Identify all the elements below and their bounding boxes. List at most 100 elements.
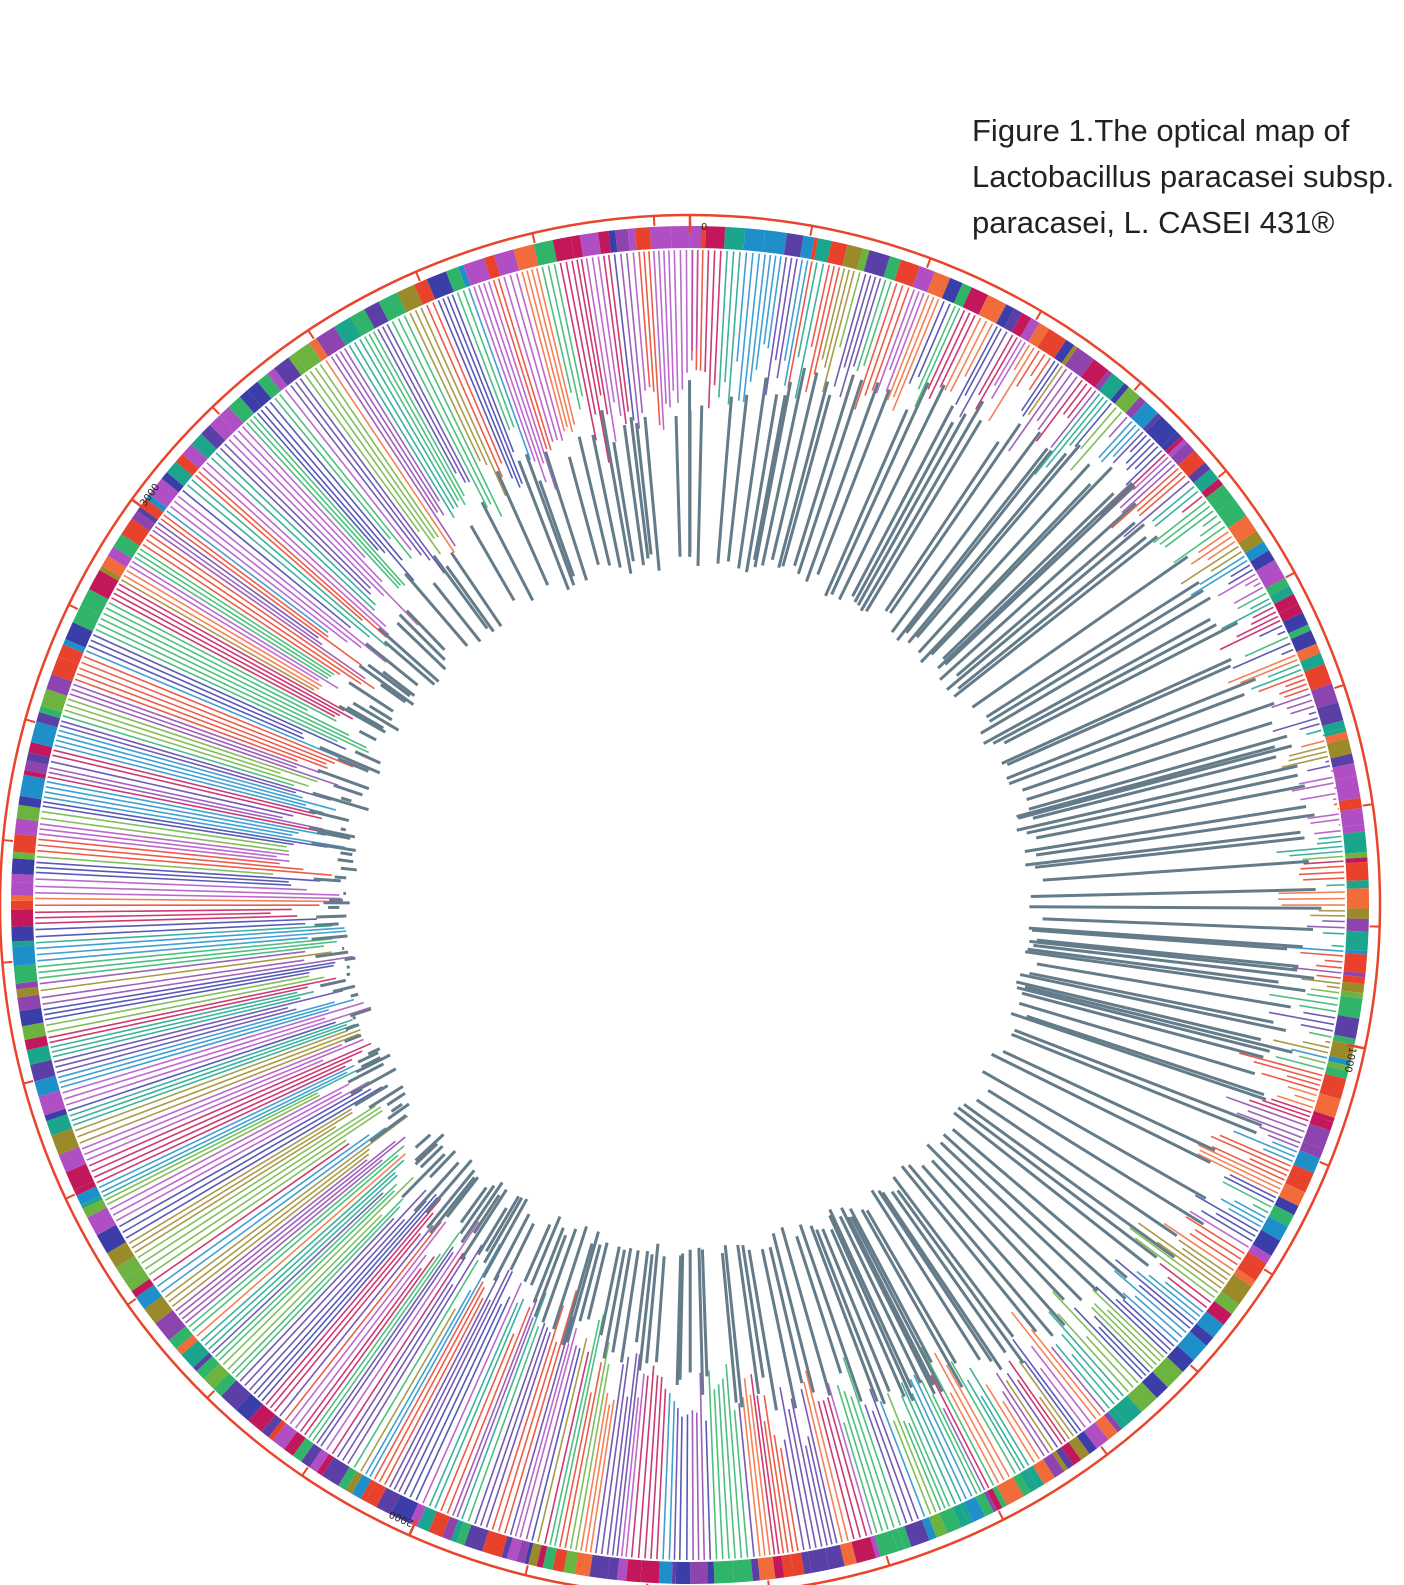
map-fragment	[39, 823, 290, 856]
map-spoke	[337, 757, 369, 773]
map-fragment	[40, 817, 289, 853]
map-spoke	[358, 729, 377, 742]
map-spoke	[890, 1190, 1007, 1354]
scale-minor-tick	[1217, 469, 1227, 478]
map-fragment	[1016, 350, 1040, 387]
map-fragment	[1262, 1148, 1294, 1163]
map-fragment	[988, 347, 1035, 422]
map-spoke	[1024, 985, 1293, 1054]
map-fragment	[797, 262, 818, 358]
map-block	[570, 235, 584, 259]
map-block	[870, 1535, 881, 1558]
map-spoke	[955, 521, 1136, 677]
map-fragment	[928, 312, 971, 400]
map-block	[145, 494, 167, 512]
map-block	[166, 461, 193, 487]
map-block	[364, 301, 389, 329]
map-fragment	[208, 1174, 398, 1350]
map-fragment	[733, 1409, 749, 1558]
map-spoke	[753, 381, 793, 568]
map-fragment	[1221, 602, 1272, 630]
map-spoke	[700, 1249, 709, 1377]
map-fragment	[1220, 1198, 1264, 1223]
map-fragment	[966, 1379, 1022, 1471]
map-fragment	[115, 1080, 370, 1222]
map-fragment	[269, 1212, 434, 1409]
map-fragment	[44, 964, 334, 1016]
map-fragment	[49, 766, 284, 819]
map-fragment	[930, 1375, 990, 1489]
map-fragment	[909, 1378, 967, 1500]
map-spoke	[405, 609, 446, 651]
map-fragment	[602, 255, 627, 425]
map-fragment	[1219, 619, 1281, 651]
map-fragment	[1227, 654, 1296, 684]
map-fragment	[1129, 434, 1148, 453]
map-fragment	[195, 474, 363, 621]
map-block	[1177, 1331, 1207, 1361]
map-fragment	[290, 385, 422, 556]
map-block	[182, 444, 208, 469]
map-block	[301, 1443, 322, 1468]
map-fragment	[67, 1021, 336, 1112]
map-fragment	[48, 977, 337, 1039]
map-fragment	[975, 337, 1018, 410]
map-spoke	[350, 1067, 397, 1096]
map-fragment	[535, 268, 576, 425]
map-fragment	[253, 415, 406, 586]
map-spoke	[379, 683, 407, 704]
map-fragment	[35, 885, 340, 896]
map-block	[1004, 308, 1023, 333]
map-spoke	[346, 972, 351, 977]
map-block	[168, 1326, 193, 1349]
map-block	[17, 994, 42, 1012]
map-block	[73, 1180, 97, 1196]
map-spoke	[352, 1015, 357, 1020]
map-spoke	[611, 1248, 633, 1353]
map-spoke	[985, 580, 1200, 719]
map-spoke	[1006, 664, 1232, 767]
map-fragment	[60, 1008, 329, 1089]
map-block	[625, 1559, 642, 1583]
map-fragment	[316, 1246, 454, 1444]
map-block	[615, 228, 630, 253]
map-fragment	[1276, 845, 1343, 854]
map-spoke	[884, 440, 1000, 612]
map-block	[483, 254, 501, 279]
map-fragment	[1122, 1292, 1179, 1343]
map-fragment	[215, 452, 376, 606]
map-block	[501, 1536, 513, 1559]
map-fragment	[74, 1029, 349, 1132]
scale-minor-tick	[1263, 1268, 1274, 1276]
map-block	[121, 518, 150, 546]
map-fragment	[763, 1420, 785, 1554]
map-block	[140, 498, 164, 520]
map-block	[26, 752, 50, 766]
map-fragment	[892, 298, 940, 411]
map-spoke	[524, 453, 576, 586]
map-fragment	[794, 263, 825, 399]
map-fragment	[1185, 1216, 1245, 1255]
map-fragment	[1194, 1228, 1242, 1260]
scale-minor-tick	[1319, 1161, 1330, 1167]
map-spoke	[350, 992, 359, 998]
map-block	[1252, 1229, 1281, 1256]
map-spoke	[600, 409, 633, 574]
map-fragment	[53, 989, 344, 1063]
map-fragment	[699, 1372, 706, 1560]
map-fragment	[35, 908, 292, 914]
scale-minor-tick	[25, 718, 36, 724]
map-fragment	[1069, 399, 1108, 447]
map-spoke	[1030, 887, 1316, 899]
map-fragment	[66, 703, 281, 775]
map-fragment	[347, 1244, 483, 1465]
map-fragment	[1006, 1372, 1059, 1448]
map-block	[983, 1490, 998, 1513]
map-spoke	[344, 956, 356, 962]
map-spoke	[796, 379, 864, 575]
map-spoke	[1026, 773, 1299, 835]
map-fragment	[826, 1397, 868, 1537]
map-spoke	[369, 1114, 407, 1143]
map-fragment	[191, 479, 388, 647]
map-block	[24, 760, 49, 775]
